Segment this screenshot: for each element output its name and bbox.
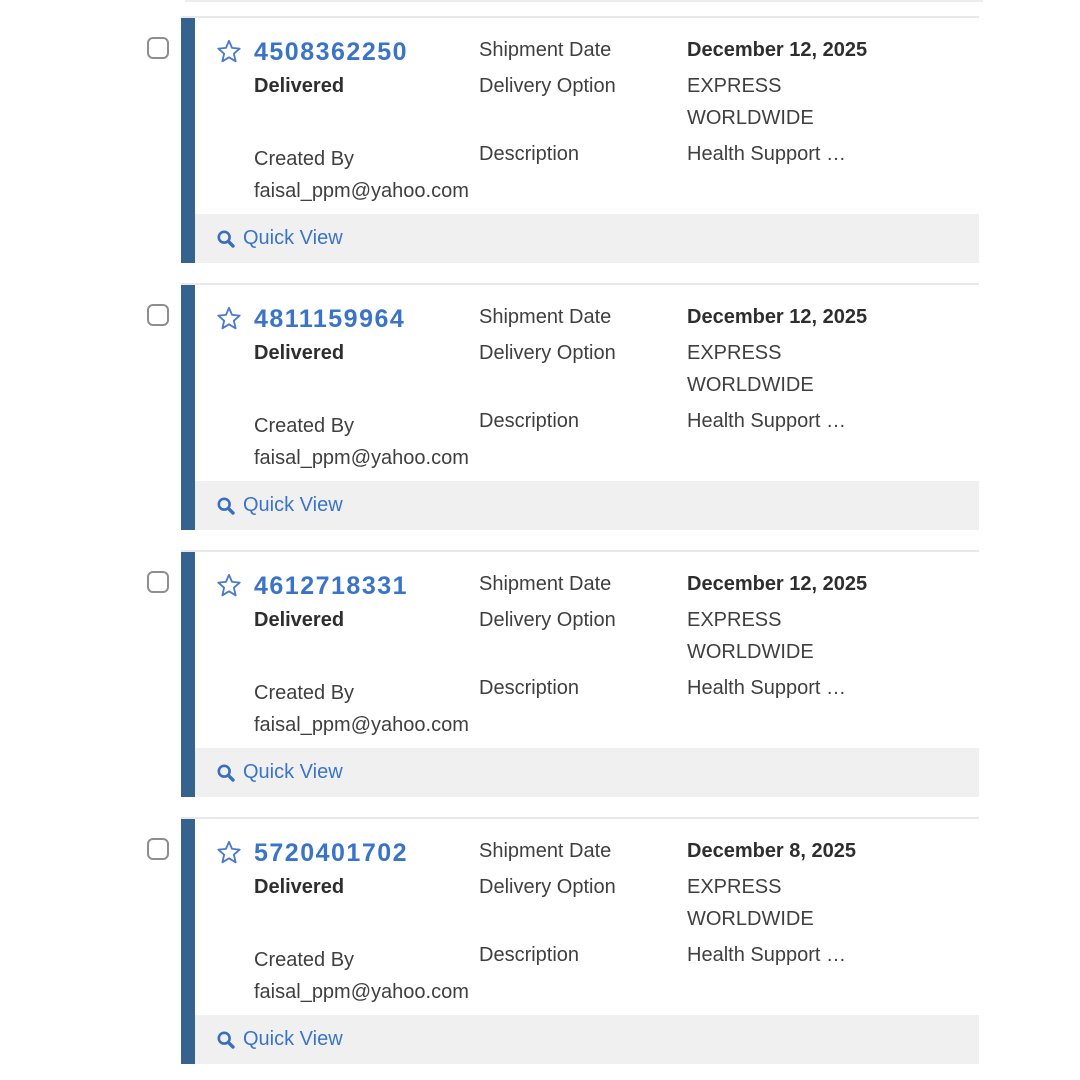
delivery-option-label: Delivery Option: [479, 342, 616, 364]
shipment-row: 4612718331 Delivered Created By faisal_p…: [0, 550, 1080, 797]
shipment-card: 4811159964 Delivered Created By faisal_p…: [181, 283, 979, 530]
delivery-option-value: EXPRESS WORLDWIDE: [687, 75, 814, 129]
magnifier-icon: [216, 1030, 236, 1050]
tracking-number-link[interactable]: 4508362250: [254, 38, 409, 66]
shipment-fields: Shipment Date December 12, 2025 Delivery…: [479, 34, 979, 207]
description-label: Description: [479, 944, 580, 966]
tracking-number-link[interactable]: 4612718331: [254, 572, 409, 600]
shipment-fields: Shipment Date December 12, 2025 Delivery…: [479, 568, 979, 741]
quick-view-button[interactable]: Quick View: [216, 227, 343, 250]
magnifier-icon: [216, 763, 236, 783]
shipment-list: 4508362250 Delivered Created By faisal_p…: [0, 16, 1080, 1064]
quick-view-bar: Quick View: [181, 214, 979, 263]
shipment-date-value: December 12, 2025: [687, 306, 868, 328]
shipment-summary-column: 5720401702 Delivered Created By faisal_p…: [195, 835, 479, 1008]
quick-view-button[interactable]: Quick View: [216, 494, 343, 517]
magnifier-icon: [216, 229, 236, 249]
shipment-card: 5720401702 Delivered Created By faisal_p…: [181, 817, 979, 1064]
description-label: Description: [479, 143, 580, 165]
shipment-fields: Shipment Date December 12, 2025 Delivery…: [479, 301, 979, 474]
favorite-star-icon[interactable]: [216, 305, 242, 331]
shipment-status: Delivered: [254, 75, 345, 97]
created-by-email: faisal_ppm@yahoo.com: [254, 981, 469, 1003]
card-accent-bar: [181, 552, 195, 797]
card-accent-bar: [181, 285, 195, 530]
card-body: 4612718331 Delivered Created By faisal_p…: [181, 552, 979, 748]
shipment-date-value: December 12, 2025: [687, 573, 868, 595]
created-by-email: faisal_ppm@yahoo.com: [254, 447, 469, 469]
top-divider: [185, 0, 983, 2]
card-body: 4508362250 Delivered Created By faisal_p…: [181, 18, 979, 214]
shipment-status: Delivered: [254, 876, 345, 898]
delivery-option-value: EXPRESS WORLDWIDE: [687, 342, 814, 396]
favorite-star-icon[interactable]: [216, 38, 242, 64]
shipment-fields: Shipment Date December 8, 2025 Delivery …: [479, 835, 979, 1008]
select-shipment-checkbox[interactable]: [147, 838, 169, 860]
select-shipment-checkbox[interactable]: [147, 37, 169, 59]
created-by-label: Created By: [254, 415, 355, 437]
shipment-summary-column: 4508362250 Delivered Created By faisal_p…: [195, 34, 479, 207]
description-value: Health Support …: [687, 677, 846, 699]
card-accent-bar: [181, 819, 195, 1064]
shipment-date-label: Shipment Date: [479, 840, 612, 862]
shipment-date-value: December 12, 2025: [687, 39, 868, 61]
quick-view-button[interactable]: Quick View: [216, 1028, 343, 1051]
shipment-status: Delivered: [254, 609, 345, 631]
card-body: 4811159964 Delivered Created By faisal_p…: [181, 285, 979, 481]
quick-view-button[interactable]: Quick View: [216, 761, 343, 784]
card-body: 5720401702 Delivered Created By faisal_p…: [181, 819, 979, 1015]
favorite-star-icon[interactable]: [216, 839, 242, 865]
delivery-option-value: EXPRESS WORLDWIDE: [687, 609, 814, 663]
created-by-label: Created By: [254, 682, 355, 704]
shipment-card: 4612718331 Delivered Created By faisal_p…: [181, 550, 979, 797]
shipment-date-value: December 8, 2025: [687, 840, 857, 862]
created-by-label: Created By: [254, 148, 355, 170]
shipment-card: 4508362250 Delivered Created By faisal_p…: [181, 16, 979, 263]
shipment-date-label: Shipment Date: [479, 573, 612, 595]
favorite-star-icon[interactable]: [216, 572, 242, 598]
quick-view-bar: Quick View: [181, 1015, 979, 1064]
description-value: Health Support …: [687, 944, 846, 966]
card-accent-bar: [181, 18, 195, 263]
delivery-option-label: Delivery Option: [479, 609, 616, 631]
quick-view-bar: Quick View: [181, 481, 979, 530]
delivery-option-label: Delivery Option: [479, 876, 616, 898]
shipment-date-label: Shipment Date: [479, 39, 612, 61]
select-shipment-checkbox[interactable]: [147, 571, 169, 593]
description-label: Description: [479, 677, 580, 699]
quick-view-label: Quick View: [243, 227, 343, 249]
shipment-summary-column: 4612718331 Delivered Created By faisal_p…: [195, 568, 479, 741]
shipment-row: 5720401702 Delivered Created By faisal_p…: [0, 817, 1080, 1064]
description-label: Description: [479, 410, 580, 432]
delivery-option-label: Delivery Option: [479, 75, 616, 97]
quick-view-bar: Quick View: [181, 748, 979, 797]
created-by-label: Created By: [254, 949, 355, 971]
quick-view-label: Quick View: [243, 1028, 343, 1050]
select-shipment-checkbox[interactable]: [147, 304, 169, 326]
shipment-status: Delivered: [254, 342, 345, 364]
created-by-email: faisal_ppm@yahoo.com: [254, 714, 469, 736]
tracking-number-link[interactable]: 5720401702: [254, 839, 409, 867]
description-value: Health Support …: [687, 143, 846, 165]
shipment-row: 4508362250 Delivered Created By faisal_p…: [0, 16, 1080, 263]
tracking-number-link[interactable]: 4811159964: [254, 305, 406, 333]
description-value: Health Support …: [687, 410, 846, 432]
quick-view-label: Quick View: [243, 761, 343, 783]
shipment-date-label: Shipment Date: [479, 306, 612, 328]
shipment-summary-column: 4811159964 Delivered Created By faisal_p…: [195, 301, 479, 474]
magnifier-icon: [216, 496, 236, 516]
created-by-email: faisal_ppm@yahoo.com: [254, 180, 469, 202]
delivery-option-value: EXPRESS WORLDWIDE: [687, 876, 814, 930]
quick-view-label: Quick View: [243, 494, 343, 516]
shipment-row: 4811159964 Delivered Created By faisal_p…: [0, 283, 1080, 530]
